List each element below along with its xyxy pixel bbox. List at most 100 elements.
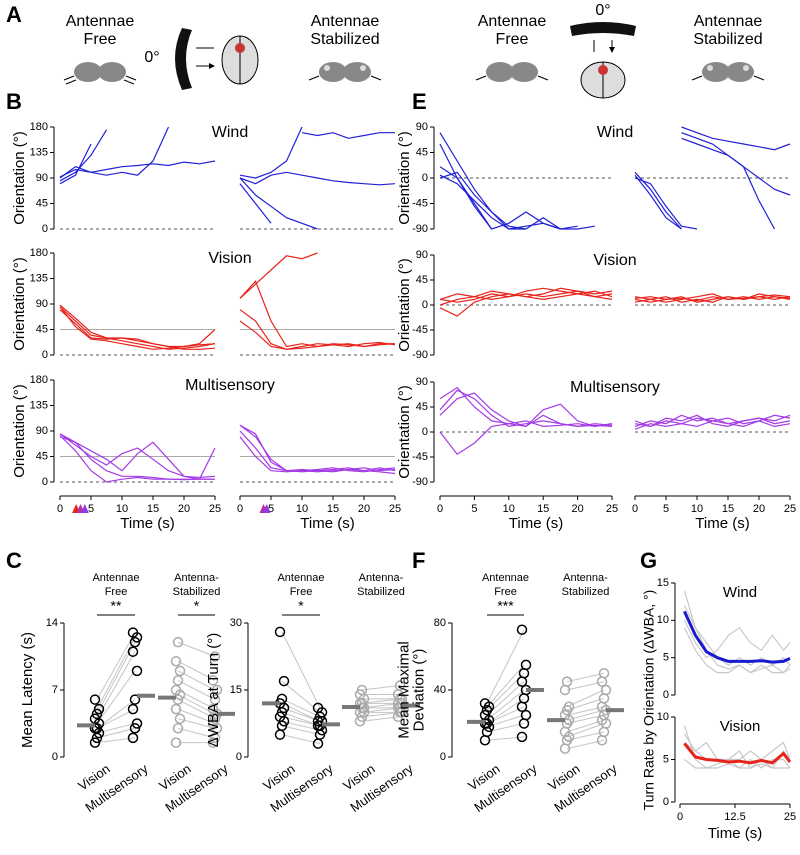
data-point xyxy=(207,703,219,715)
x-tick-label: 5 xyxy=(471,503,477,515)
y-tick-label: 0 xyxy=(663,796,669,808)
significance: *** xyxy=(497,598,514,614)
data-point xyxy=(274,626,286,638)
time-marker xyxy=(80,504,89,513)
data-point xyxy=(170,684,182,696)
significance: * xyxy=(194,598,200,614)
y-tick-label: -45 xyxy=(412,451,428,463)
trace xyxy=(439,287,613,303)
significance: * xyxy=(298,598,304,614)
y-tick-label: 90 xyxy=(36,425,48,437)
schematic-label: Free xyxy=(496,31,529,48)
x-tick-label: 20 xyxy=(178,503,190,515)
data-point xyxy=(127,703,139,715)
angle-label: 0° xyxy=(144,49,159,66)
pair-line xyxy=(96,670,136,724)
trace xyxy=(59,433,216,479)
trace xyxy=(239,126,303,179)
trace xyxy=(681,132,776,230)
x-tick-label: 0 xyxy=(677,811,683,823)
trace xyxy=(634,296,791,303)
data-point xyxy=(172,723,184,734)
data-point xyxy=(479,709,491,721)
data-point xyxy=(479,698,491,709)
y-tick-label: 30 xyxy=(230,617,242,629)
data-point xyxy=(91,723,103,734)
panel-letter: F xyxy=(412,548,425,573)
x-tick-label: 0 xyxy=(437,503,443,515)
data-point xyxy=(312,702,324,714)
trace xyxy=(439,166,595,230)
data-point xyxy=(207,675,219,686)
y-tick-label: 5 xyxy=(663,652,669,664)
y-tick-label: 180 xyxy=(30,247,48,259)
pair-line xyxy=(177,699,216,720)
antenna-icon xyxy=(63,62,137,85)
x-tick-label: 15 xyxy=(147,503,159,515)
y-tick-label: 0 xyxy=(422,299,428,311)
x-tick-label: 10 xyxy=(503,503,515,515)
x-tick-label: 20 xyxy=(753,503,765,515)
y-tick-label: 14 xyxy=(46,617,58,629)
y-tick-label: 0 xyxy=(42,349,48,361)
data-point xyxy=(561,676,573,687)
trace xyxy=(439,392,613,428)
x-axis-label: Time (s) xyxy=(509,515,563,532)
y-tick-label: 45 xyxy=(416,401,428,413)
trace xyxy=(59,143,92,185)
group-label: Stabilized xyxy=(357,586,405,598)
y-tick-label: -90 xyxy=(412,476,428,488)
y-axis-label: Orientation (°) xyxy=(396,385,413,479)
pair-line xyxy=(281,725,321,736)
trace xyxy=(634,177,698,230)
y-tick-label: 0 xyxy=(663,689,669,701)
data-point xyxy=(174,665,186,677)
data-point xyxy=(598,668,610,679)
y-axis-label: Orientation (°) xyxy=(396,258,413,352)
group-label: Antennae xyxy=(277,572,324,584)
y-tick-label: 90 xyxy=(416,376,428,388)
y-axis-label: Orientation (°) xyxy=(11,257,28,351)
x-tick-label: 25 xyxy=(784,811,796,823)
y-tick-label: 45 xyxy=(416,274,428,286)
y-tick-label: 10 xyxy=(657,614,669,626)
y-tick-label: 0 xyxy=(422,172,428,184)
trace xyxy=(59,126,170,178)
pair-line xyxy=(96,727,136,739)
panel-letter: B xyxy=(6,89,22,114)
data-point xyxy=(209,694,221,705)
trace xyxy=(59,306,216,350)
significance: ** xyxy=(111,598,122,614)
data-point xyxy=(129,723,141,734)
y-tick-label: 45 xyxy=(416,146,428,158)
y-tick-label: 45 xyxy=(36,450,48,462)
data-point xyxy=(520,659,532,671)
series-line xyxy=(684,759,790,769)
group-label: Stabilized xyxy=(562,586,610,598)
pair-line xyxy=(177,727,216,739)
y-axis-label: Orientation (°) xyxy=(11,131,28,225)
data-point xyxy=(174,713,186,724)
x-axis-label: Time (s) xyxy=(120,515,174,532)
series-line xyxy=(683,733,791,769)
schematic-label: Free xyxy=(84,31,117,48)
y-axis-label: Deviation (°) xyxy=(410,649,427,732)
fly xyxy=(221,35,259,85)
group-label: Antennae xyxy=(482,572,529,584)
schematic-left: Antennae Free 0° Antennae Stabilized xyxy=(63,13,382,90)
panel-title: Multisensory xyxy=(185,377,275,394)
pair-line xyxy=(566,672,605,683)
data-point xyxy=(170,737,182,748)
x-tick-label: 0 xyxy=(632,503,638,515)
antenna-icon xyxy=(308,62,382,82)
y-tick-label: 40 xyxy=(434,684,446,696)
wind-source xyxy=(175,28,192,90)
data-point xyxy=(516,731,528,743)
panel-title: Wind xyxy=(212,124,248,141)
pair-line xyxy=(361,698,401,704)
data-point xyxy=(516,624,528,635)
x-tick-label: 10 xyxy=(691,503,703,515)
y-axis-label: Mean Maximal xyxy=(395,641,412,739)
trace xyxy=(439,420,613,456)
data-point xyxy=(394,680,406,691)
